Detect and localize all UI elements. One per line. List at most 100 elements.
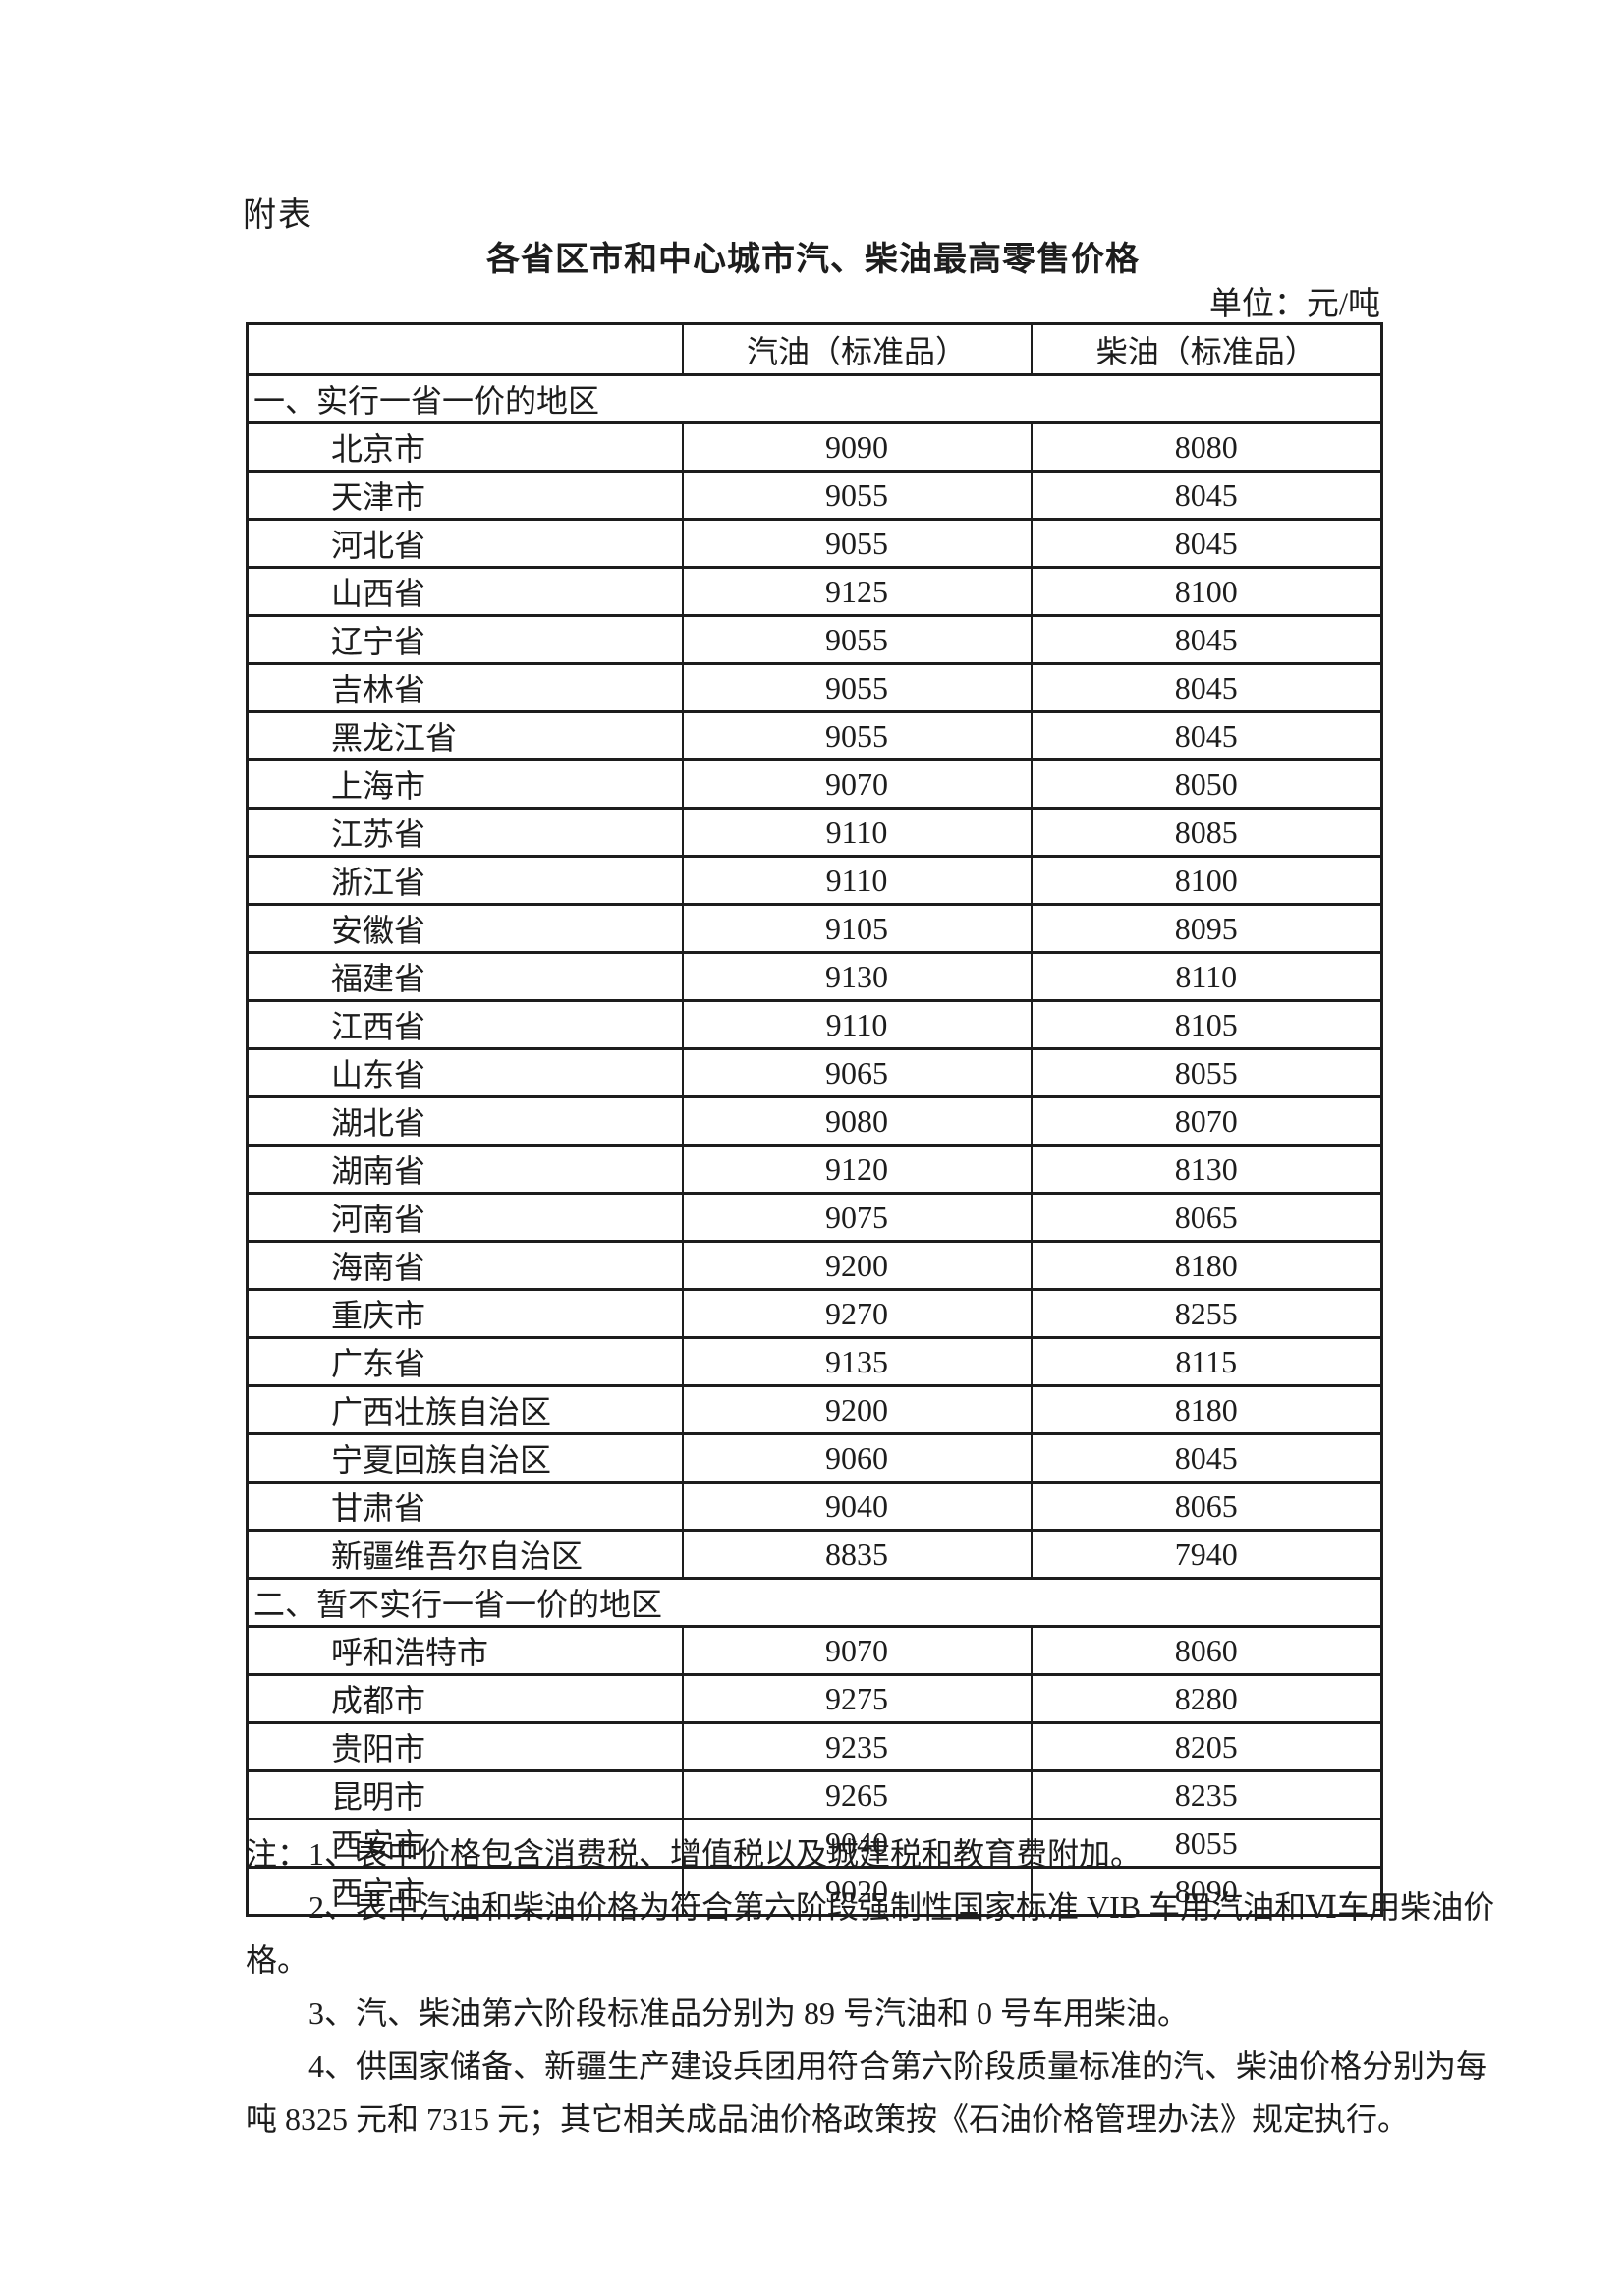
gasoline-price-cell: 9075 <box>681 1192 1033 1243</box>
table-row: 西宁市 9020 8090 <box>246 1866 1383 1917</box>
table-row: 呼和浩特市 9070 8060 <box>246 1625 1383 1676</box>
diesel-price-cell: 8055 <box>1030 1818 1383 1869</box>
diesel-price-cell: 8180 <box>1030 1240 1383 1291</box>
gasoline-price-cell: 9040 <box>681 1818 1033 1869</box>
gasoline-price-cell: 9060 <box>681 1432 1033 1484</box>
table-row: 河南省 9075 8065 <box>246 1192 1383 1243</box>
region-cell: 成都市 <box>246 1673 684 1724</box>
table-row: 吉林省 9055 8045 <box>246 662 1383 713</box>
region-cell: 北京市 <box>246 421 684 473</box>
diesel-price-cell: 8100 <box>1030 855 1383 906</box>
gasoline-price-cell: 9120 <box>681 1144 1033 1195</box>
region-cell: 天津市 <box>246 470 684 521</box>
diesel-price-cell: 8110 <box>1030 951 1383 1002</box>
gasoline-price-cell: 9055 <box>681 662 1033 713</box>
diesel-price-cell: 8045 <box>1030 470 1383 521</box>
table-row: 天津市 9055 8045 <box>246 470 1383 521</box>
region-cell: 呼和浩特市 <box>246 1625 684 1676</box>
section-heading-row: 二、暂不实行一省一价的地区 <box>246 1577 1383 1628</box>
diesel-price-cell: 8045 <box>1030 662 1383 713</box>
note-line: 吨 8325 元和 7315 元；其它相关成品油价格政策按《石油价格管理办法》规… <box>246 2101 1410 2137</box>
region-cell: 山东省 <box>246 1047 684 1098</box>
diesel-price-cell: 8055 <box>1030 1047 1383 1098</box>
table-row: 海南省 9200 8180 <box>246 1240 1383 1291</box>
diesel-price-cell: 8065 <box>1030 1192 1383 1243</box>
gasoline-price-cell: 9265 <box>681 1769 1033 1820</box>
region-cell: 湖南省 <box>246 1144 684 1195</box>
region-cell: 江西省 <box>246 999 684 1050</box>
table-row: 江西省 9110 8105 <box>246 999 1383 1050</box>
table-row: 昆明市 9265 8235 <box>246 1769 1383 1820</box>
table-row: 山西省 9125 8100 <box>246 566 1383 617</box>
region-cell: 广东省 <box>246 1336 684 1387</box>
diesel-price-cell: 8115 <box>1030 1336 1383 1387</box>
gasoline-price-cell: 9055 <box>681 518 1033 569</box>
region-cell: 上海市 <box>246 758 684 810</box>
region-cell: 山西省 <box>246 566 684 617</box>
region-cell: 吉林省 <box>246 662 684 713</box>
gasoline-price-cell: 9125 <box>681 566 1033 617</box>
table-header-row: 汽油（标准品） 柴油（标准品） <box>246 322 1383 376</box>
diesel-price-cell: 8080 <box>1030 421 1383 473</box>
gasoline-price-cell: 9080 <box>681 1095 1033 1147</box>
gasoline-price-cell: 9090 <box>681 421 1033 473</box>
region-cell: 湖北省 <box>246 1095 684 1147</box>
unit-label: 单位：元/吨 <box>1208 287 1380 322</box>
diesel-price-cell: 8280 <box>1030 1673 1383 1724</box>
diesel-price-cell: 8235 <box>1030 1769 1383 1820</box>
table-row: 北京市 9090 8080 <box>246 421 1383 473</box>
table-row: 福建省 9130 8110 <box>246 951 1383 1002</box>
table-row: 重庆市 9270 8255 <box>246 1288 1383 1339</box>
gasoline-price-cell: 9235 <box>681 1721 1033 1772</box>
region-column-header <box>246 322 684 376</box>
price-table: 汽油（标准品） 柴油（标准品） 一、实行一省一价的地区 北京市 9090 8080 天津… <box>246 322 1383 1917</box>
diesel-price-cell: 8085 <box>1030 807 1383 858</box>
table-row: 广东省 9135 8115 <box>246 1336 1383 1387</box>
diesel-price-cell: 8045 <box>1030 518 1383 569</box>
gasoline-price-cell: 9040 <box>681 1481 1033 1532</box>
gasoline-price-cell: 9110 <box>681 855 1033 906</box>
diesel-price-cell: 7940 <box>1030 1529 1383 1580</box>
gasoline-price-cell: 9105 <box>681 903 1033 954</box>
diesel-price-cell: 8045 <box>1030 710 1383 761</box>
table-row: 贵阳市 9235 8205 <box>246 1721 1383 1772</box>
region-cell: 辽宁省 <box>246 614 684 665</box>
diesel-price-cell: 8105 <box>1030 999 1383 1050</box>
diesel-price-cell: 8060 <box>1030 1625 1383 1676</box>
region-cell: 安徽省 <box>246 903 684 954</box>
section-heading: 一、实行一省一价的地区 <box>246 373 1383 424</box>
gasoline-price-cell: 9130 <box>681 951 1033 1002</box>
note-line: 格。 <box>246 1942 309 1978</box>
region-cell: 河南省 <box>246 1192 684 1243</box>
gasoline-price-cell: 9110 <box>681 807 1033 858</box>
table-row: 广西壮族自治区 9200 8180 <box>246 1384 1383 1435</box>
section-heading: 二、暂不实行一省一价的地区 <box>246 1577 1383 1628</box>
region-cell: 河北省 <box>246 518 684 569</box>
region-cell: 西安市 <box>246 1818 684 1869</box>
table-row: 辽宁省 9055 8045 <box>246 614 1383 665</box>
table-row: 黑龙江省 9055 8045 <box>246 710 1383 761</box>
region-cell: 海南省 <box>246 1240 684 1291</box>
region-cell: 宁夏回族自治区 <box>246 1432 684 1484</box>
table-row: 上海市 9070 8050 <box>246 758 1383 810</box>
table-row: 新疆维吾尔自治区 8835 7940 <box>246 1529 1383 1580</box>
table-row: 西安市 9040 8055 <box>246 1818 1383 1869</box>
diesel-price-cell: 8065 <box>1030 1481 1383 1532</box>
gasoline-price-cell: 9065 <box>681 1047 1033 1098</box>
gasoline-price-cell: 9135 <box>681 1336 1033 1387</box>
gasoline-price-cell: 9275 <box>681 1673 1033 1724</box>
gasoline-price-cell: 9200 <box>681 1240 1033 1291</box>
diesel-price-cell: 8090 <box>1030 1866 1383 1917</box>
appendix-label: 附表 <box>243 197 313 234</box>
diesel-price-cell: 8095 <box>1030 903 1383 954</box>
diesel-column-header: 柴油（标准品） <box>1030 322 1383 376</box>
notes-block: 注：1、表中价格包含消费税、增值税以及城建税和教育费附加。 2、表中汽油和柴油价格… <box>246 1827 1494 2146</box>
table-row: 宁夏回族自治区 9060 8045 <box>246 1432 1383 1484</box>
region-cell: 福建省 <box>246 951 684 1002</box>
table-row: 甘肃省 9040 8065 <box>246 1481 1383 1532</box>
gasoline-price-cell: 9055 <box>681 614 1033 665</box>
gasoline-price-cell: 9055 <box>681 470 1033 521</box>
region-cell: 江苏省 <box>246 807 684 858</box>
table-row: 湖北省 9080 8070 <box>246 1095 1383 1147</box>
